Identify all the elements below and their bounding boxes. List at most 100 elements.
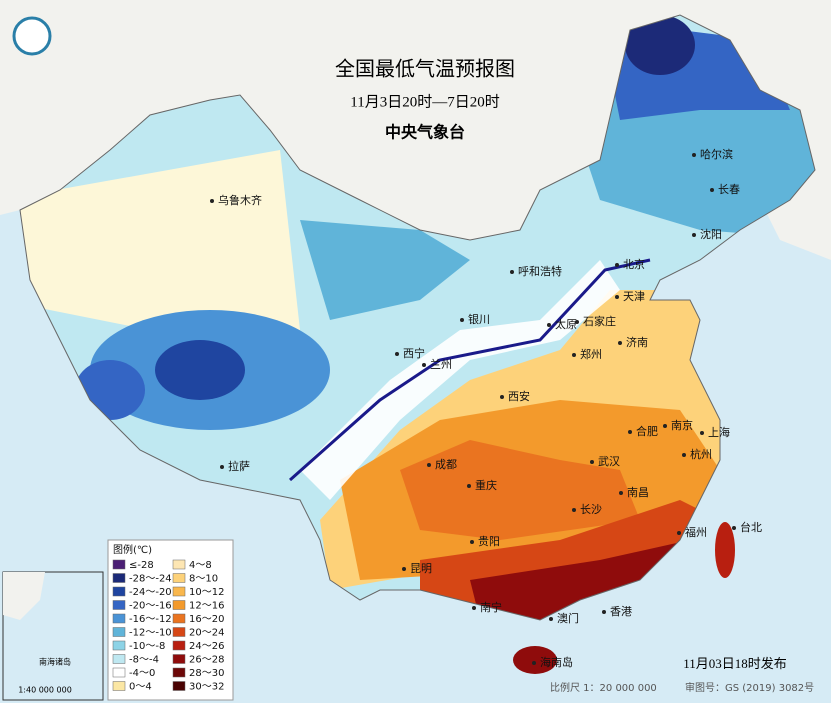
legend-swatch bbox=[112, 573, 126, 583]
legend-swatch bbox=[112, 681, 126, 691]
approval: 审图号：GS (2019) 3082号 bbox=[685, 681, 814, 694]
legend-swatch bbox=[172, 573, 186, 583]
city-dot bbox=[572, 508, 576, 512]
city-label: 香港 bbox=[610, 605, 632, 618]
city-label: 台北 bbox=[740, 520, 762, 534]
city-dot bbox=[210, 199, 214, 203]
city-label: 银川 bbox=[468, 312, 490, 326]
city-dot bbox=[572, 353, 576, 357]
legend-swatch bbox=[172, 600, 186, 610]
city-label: 沈阳 bbox=[700, 227, 722, 241]
legend-swatch bbox=[172, 627, 186, 637]
city-dot bbox=[472, 606, 476, 610]
city-label: 长春 bbox=[718, 183, 740, 196]
city-dot bbox=[682, 453, 686, 457]
city-dot bbox=[619, 491, 623, 495]
city-label: 西安 bbox=[508, 389, 530, 403]
legend-swatch bbox=[172, 586, 186, 597]
legend-label: 20～24 bbox=[189, 628, 224, 639]
legend-swatch bbox=[112, 613, 126, 624]
city-label: 长沙 bbox=[580, 503, 602, 516]
inset bbox=[2, 571, 104, 701]
city-dot bbox=[663, 424, 667, 428]
inset-scale: 1:40 000 000 bbox=[18, 686, 72, 695]
city-label: 乌鲁木齐 bbox=[218, 193, 262, 207]
issuer: 中央气象台 bbox=[385, 123, 465, 142]
city-label: 南昌 bbox=[627, 486, 649, 499]
city-dot bbox=[628, 430, 632, 434]
legend-label: -8～-4 bbox=[129, 655, 159, 666]
legend-swatch bbox=[112, 654, 126, 664]
city-dot bbox=[700, 431, 704, 435]
city-dot bbox=[532, 661, 536, 665]
legend-title: 图例(℃) bbox=[113, 543, 152, 556]
city-dot bbox=[692, 233, 696, 237]
issued: 11月03日18时发布 bbox=[683, 656, 787, 671]
border bbox=[19, 14, 816, 621]
city-dot bbox=[460, 318, 464, 322]
city-label: 福州 bbox=[685, 525, 707, 539]
city-label: 南宁 bbox=[480, 600, 502, 614]
legend-swatch bbox=[172, 559, 186, 570]
city-label: 哈尔滨 bbox=[700, 147, 733, 161]
city-dot bbox=[575, 320, 579, 324]
legend-label: 4～8 bbox=[189, 560, 212, 571]
city-label: 南京 bbox=[671, 418, 693, 432]
city-dot bbox=[732, 526, 736, 530]
logo bbox=[12, 16, 52, 56]
city-dot bbox=[615, 263, 619, 267]
city-dot bbox=[422, 363, 426, 367]
legend-label: -12～-10 bbox=[129, 628, 172, 639]
city-dot bbox=[547, 323, 551, 327]
city-label: 天津 bbox=[623, 290, 645, 303]
legend-swatch bbox=[112, 600, 126, 610]
city-label: 西宁 bbox=[403, 346, 425, 360]
city-dot bbox=[692, 153, 696, 157]
scale: 比例尺 1：20 000 000 bbox=[550, 681, 657, 694]
city-label: 郑州 bbox=[580, 347, 602, 361]
city-dot bbox=[427, 463, 431, 467]
city-dot bbox=[677, 531, 681, 535]
legend-swatch bbox=[172, 667, 186, 678]
city-label: 昆明 bbox=[410, 562, 432, 575]
city-dot bbox=[220, 465, 224, 469]
city-label: 海南岛 bbox=[540, 655, 573, 669]
city-dot bbox=[395, 352, 399, 356]
city-dot bbox=[590, 460, 594, 464]
legend-label: 26～28 bbox=[189, 655, 224, 666]
legend-label: -16～-12 bbox=[129, 614, 172, 625]
title: 全国最低气温预报图 bbox=[335, 57, 515, 81]
city-label: 合肥 bbox=[636, 424, 658, 438]
legend-label: -4～0 bbox=[129, 668, 155, 679]
legend-swatch bbox=[112, 586, 126, 597]
city-dot bbox=[618, 341, 622, 345]
city-dot bbox=[467, 484, 471, 488]
legend-items: ≤-28 -28～-24 -24～-20 -20～-16 -16～-12 -12～-10 -… bbox=[112, 559, 224, 693]
legend-swatch bbox=[112, 627, 126, 637]
city-label: 杭州 bbox=[690, 447, 712, 461]
legend-label: -24～-20 bbox=[129, 587, 172, 598]
legend-swatch bbox=[172, 613, 186, 624]
taiwan bbox=[715, 522, 735, 578]
subtitle: 11月3日20时—7日20时 bbox=[350, 93, 499, 110]
legend-label: -20～-16 bbox=[129, 601, 172, 612]
city-label: 济南 bbox=[626, 335, 648, 349]
legend-label: 10～12 bbox=[189, 587, 224, 598]
inset-title: 南海诸岛 bbox=[39, 657, 71, 667]
city-dot bbox=[549, 617, 553, 621]
neighbor-land bbox=[0, 0, 831, 260]
legend-label: 28～30 bbox=[189, 668, 224, 679]
city-label: 贵阳 bbox=[478, 535, 500, 548]
city-dot bbox=[615, 295, 619, 299]
legend-label: -28～-24 bbox=[129, 574, 172, 585]
legend-label: 0～4 bbox=[129, 682, 152, 693]
city-label: 呼和浩特 bbox=[518, 264, 562, 278]
city-dot bbox=[710, 188, 714, 192]
city-label: 太原 bbox=[555, 318, 577, 331]
legend bbox=[107, 539, 234, 701]
city-label: 重庆 bbox=[475, 478, 497, 492]
city-label: 成都 bbox=[435, 458, 457, 471]
city-dot bbox=[470, 540, 474, 544]
